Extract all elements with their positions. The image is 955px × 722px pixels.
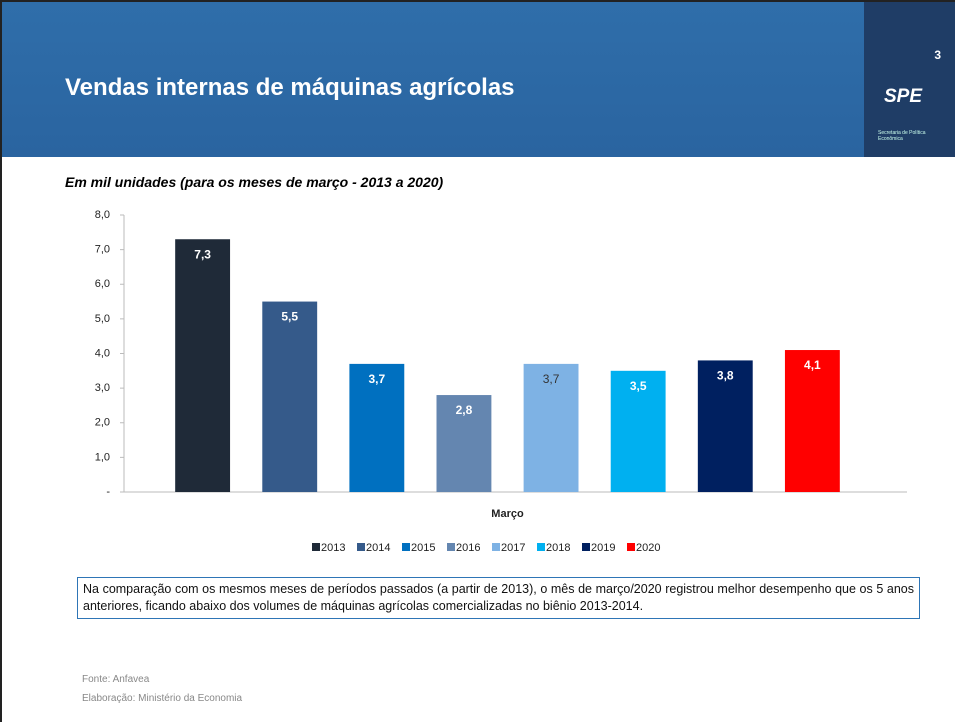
legend-swatch [627,543,635,551]
bar [784,350,840,492]
bar [436,395,492,492]
legend-swatch [357,543,365,551]
legend-swatch [402,543,410,551]
legend-label: 2019 [591,542,615,554]
data-label: 4,1 [804,358,821,372]
author: Elaboração: Ministério da Economia [82,693,243,704]
bar [697,360,753,492]
data-label: 3,7 [368,372,385,386]
logo-panel: 3 SPE Secretaria de Política Econômica [864,2,955,157]
logo: SPE [884,86,923,107]
y-tick-label: 6,0 [95,278,110,290]
slide-title: Vendas internas de máquinas agrícolas [65,74,515,101]
y-tick-label: 7,0 [95,244,110,256]
y-tick-label: 1,0 [95,451,110,463]
legend-swatch [447,543,455,551]
legend-swatch [312,543,320,551]
note-box: Na comparação com os mesmos meses de per… [77,577,920,619]
bar [610,370,666,492]
bar [262,301,318,492]
legend-swatch [582,543,590,551]
data-label: 2,8 [456,403,473,417]
x-tick-label: Março [491,508,524,520]
y-tick-label: - [106,486,110,498]
bar [523,363,579,492]
y-tick-label: 4,0 [95,347,110,359]
y-tick-label: 5,0 [95,313,110,325]
data-label: 7,3 [194,247,211,261]
y-tick-label: 8,0 [95,209,110,221]
logo-caption: Secretaria de Política Econômica [878,130,926,142]
legend-label: 2013 [321,542,345,554]
header-band [2,2,864,157]
chart: - 1,0 2,0 3,0 4,0 5,0 6,0 7,0 8,0 Março 7,3 5,5 3,7 2… [95,209,907,554]
legend-label: 2020 [636,542,660,554]
legend-swatch [492,543,500,551]
y-tick-label: 2,0 [95,417,110,429]
bar [175,239,231,492]
data-label: 3,7 [543,372,560,386]
legend-label: 2016 [456,542,480,554]
data-label: 5,5 [281,310,298,324]
chart-subtitle: Em mil unidades (para os meses de março … [65,174,444,190]
legend-swatch [537,543,545,551]
legend-label: 2018 [546,542,570,554]
data-label: 3,5 [630,379,647,393]
y-tick-label: 3,0 [95,382,110,394]
bar [349,363,405,492]
legend-label: 2017 [501,542,525,554]
page-number: 3 [934,48,941,62]
source: Fonte: Anfavea [82,674,150,685]
data-label: 3,8 [717,369,734,383]
legend-label: 2014 [366,542,390,554]
legend-label: 2015 [411,542,435,554]
